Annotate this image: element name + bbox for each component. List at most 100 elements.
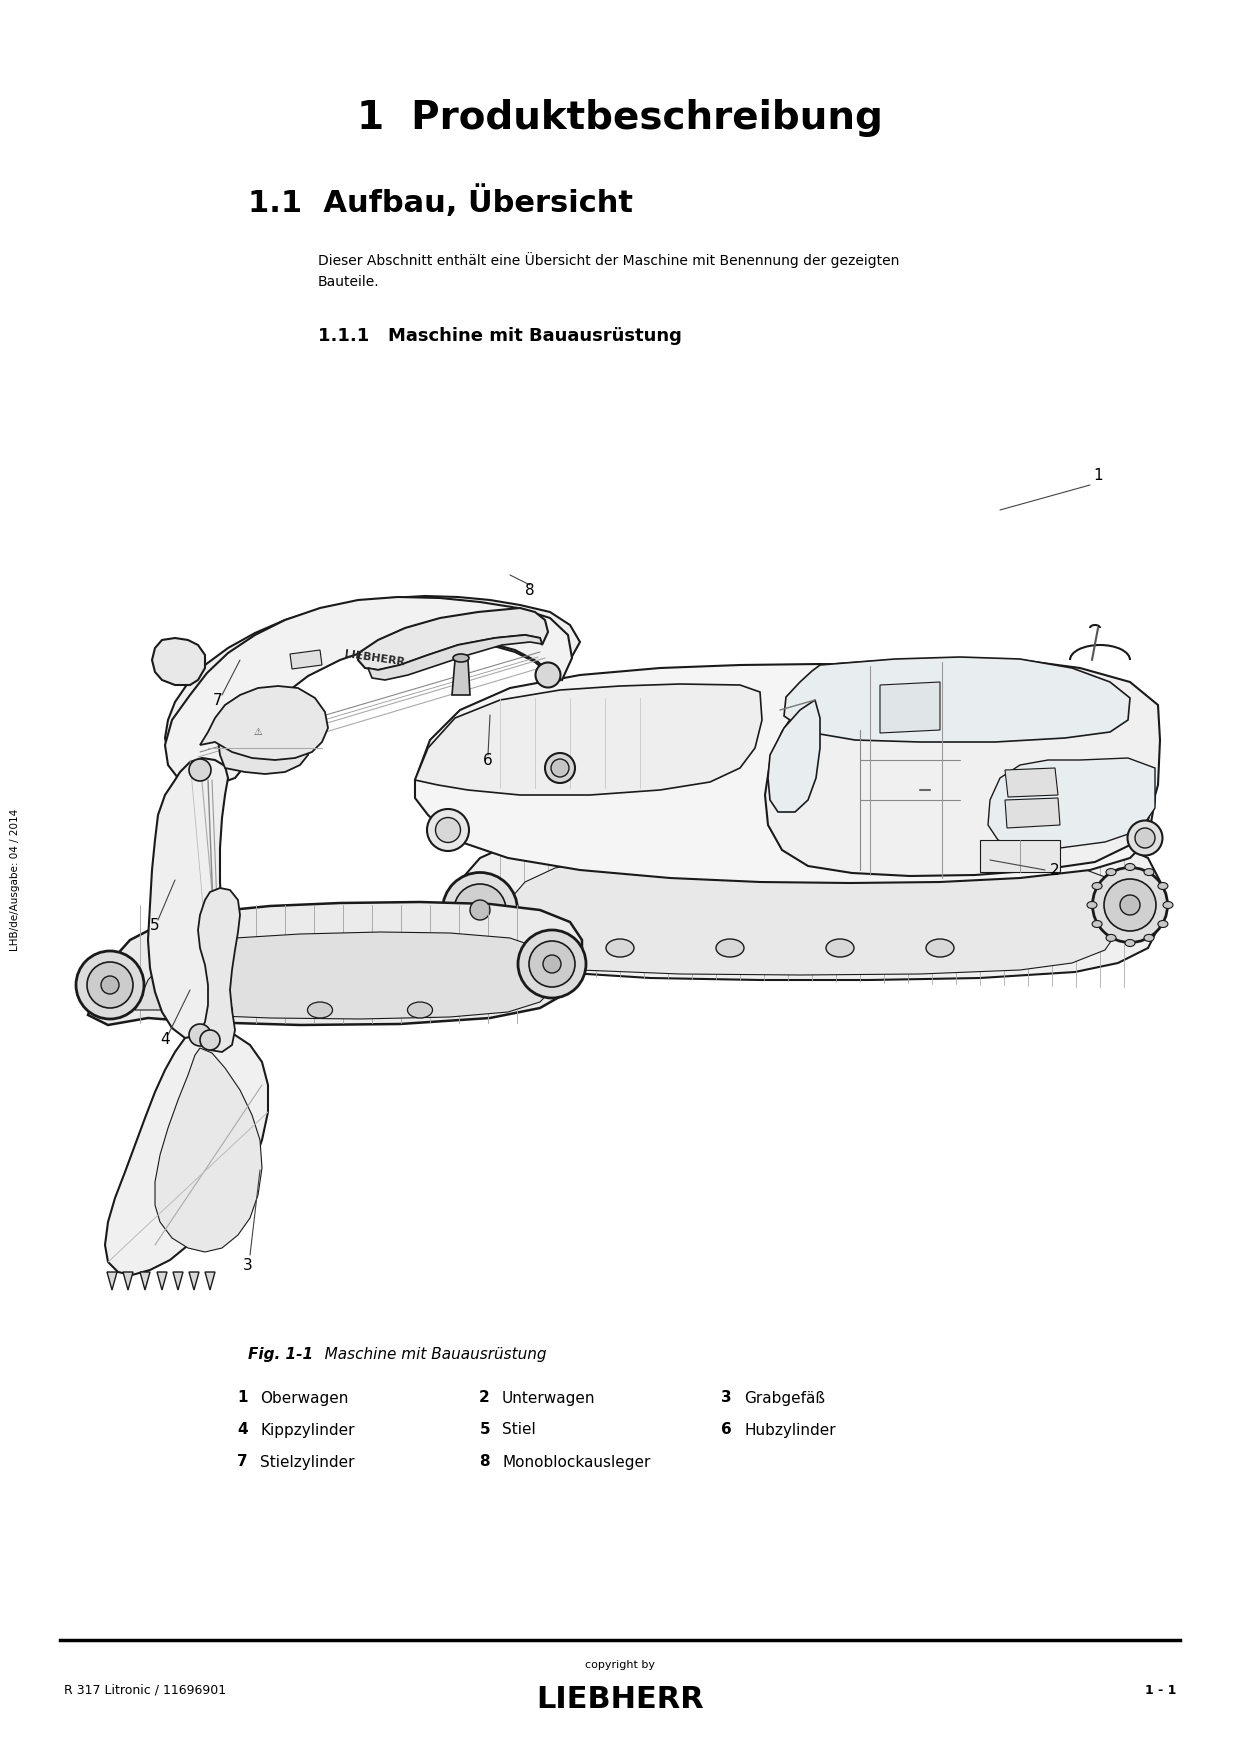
Ellipse shape	[826, 939, 854, 956]
Ellipse shape	[1106, 869, 1116, 876]
Polygon shape	[1004, 769, 1058, 797]
Polygon shape	[123, 1272, 133, 1290]
Polygon shape	[157, 1272, 167, 1290]
Ellipse shape	[1158, 883, 1168, 890]
Text: LIEBHERR: LIEBHERR	[345, 649, 405, 667]
Polygon shape	[980, 841, 1060, 872]
Text: 8: 8	[526, 583, 534, 597]
Ellipse shape	[1087, 902, 1097, 909]
Ellipse shape	[1092, 867, 1168, 942]
Polygon shape	[490, 851, 1120, 976]
Polygon shape	[165, 597, 572, 784]
Ellipse shape	[1163, 902, 1173, 909]
Ellipse shape	[76, 951, 144, 1020]
Text: 1  Produktbeschreibung: 1 Produktbeschreibung	[357, 98, 883, 137]
Polygon shape	[107, 1272, 117, 1290]
Ellipse shape	[551, 758, 569, 777]
Polygon shape	[765, 658, 1159, 876]
Text: Unterwagen: Unterwagen	[502, 1390, 595, 1406]
Polygon shape	[198, 888, 241, 1051]
Ellipse shape	[715, 939, 744, 956]
Polygon shape	[415, 663, 1154, 883]
Polygon shape	[205, 1272, 215, 1290]
Ellipse shape	[207, 1002, 233, 1018]
Text: 1: 1	[238, 1390, 248, 1406]
Text: Maschine mit Bauausrüstung: Maschine mit Bauausrüstung	[310, 1348, 547, 1362]
Text: 4: 4	[237, 1423, 248, 1437]
Text: 2: 2	[479, 1390, 490, 1406]
Ellipse shape	[408, 1002, 433, 1018]
Polygon shape	[768, 700, 820, 813]
Polygon shape	[453, 660, 470, 695]
Text: 3: 3	[722, 1390, 732, 1406]
Text: Hubzylinder: Hubzylinder	[744, 1423, 836, 1437]
Ellipse shape	[87, 962, 133, 1007]
Text: Dieser Abschnitt enthält eine Übersicht der Maschine mit Benennung der gezeigten: Dieser Abschnitt enthält eine Übersicht …	[317, 253, 899, 288]
Ellipse shape	[1145, 934, 1154, 941]
Text: 3: 3	[243, 1258, 253, 1272]
Text: 1.1  Aufbau, Übersicht: 1.1 Aufbau, Übersicht	[248, 186, 632, 218]
Text: copyright by: copyright by	[585, 1660, 655, 1671]
Polygon shape	[140, 1272, 150, 1290]
Text: Stiel: Stiel	[502, 1423, 536, 1437]
Text: 7: 7	[237, 1455, 248, 1469]
Polygon shape	[105, 1032, 268, 1274]
Polygon shape	[174, 1272, 184, 1290]
Ellipse shape	[1092, 883, 1102, 890]
Polygon shape	[188, 1272, 198, 1290]
Polygon shape	[435, 823, 1162, 979]
Text: 4: 4	[160, 1032, 170, 1048]
Polygon shape	[155, 1048, 262, 1251]
Text: LIEBHERR: LIEBHERR	[536, 1685, 704, 1715]
Ellipse shape	[200, 1030, 219, 1049]
Polygon shape	[358, 607, 548, 670]
Text: 1 - 1: 1 - 1	[1145, 1683, 1176, 1697]
Text: Kippzylinder: Kippzylinder	[260, 1423, 355, 1437]
Ellipse shape	[1125, 939, 1135, 946]
Ellipse shape	[435, 818, 460, 842]
Ellipse shape	[100, 976, 119, 993]
Ellipse shape	[1106, 934, 1116, 941]
Ellipse shape	[443, 872, 517, 948]
Ellipse shape	[1158, 921, 1168, 927]
Text: Stielzylinder: Stielzylinder	[260, 1455, 355, 1469]
Ellipse shape	[606, 939, 634, 956]
Ellipse shape	[518, 930, 587, 999]
Polygon shape	[200, 686, 329, 760]
Polygon shape	[368, 635, 542, 679]
Text: LHB/de/Ausgabe: 04 / 2014: LHB/de/Ausgabe: 04 / 2014	[10, 809, 20, 951]
Text: 6: 6	[722, 1423, 732, 1437]
Text: 1.1.1   Maschine mit Bauausrüstung: 1.1.1 Maschine mit Bauausrüstung	[317, 326, 682, 346]
Text: 6: 6	[484, 753, 492, 767]
Ellipse shape	[470, 900, 490, 920]
Polygon shape	[880, 683, 940, 734]
Ellipse shape	[1125, 863, 1135, 870]
Text: ⚠: ⚠	[254, 727, 263, 737]
Ellipse shape	[536, 662, 560, 688]
Text: Monoblockausleger: Monoblockausleger	[502, 1455, 650, 1469]
Polygon shape	[784, 656, 1130, 742]
Text: Grabgefäß: Grabgefäß	[744, 1390, 825, 1406]
Ellipse shape	[543, 955, 560, 972]
Text: 2: 2	[1050, 862, 1060, 878]
Text: 1: 1	[1094, 467, 1102, 483]
Text: R 317 Litronic / 11696901: R 317 Litronic / 11696901	[64, 1683, 226, 1697]
Ellipse shape	[308, 1002, 332, 1018]
Ellipse shape	[1092, 921, 1102, 927]
Polygon shape	[290, 649, 322, 669]
Text: Oberwagen: Oberwagen	[260, 1390, 348, 1406]
Ellipse shape	[1104, 879, 1156, 930]
Polygon shape	[135, 932, 556, 1020]
Text: 5: 5	[150, 918, 160, 932]
Ellipse shape	[1120, 895, 1140, 914]
Ellipse shape	[529, 941, 575, 986]
Ellipse shape	[546, 753, 575, 783]
Text: 5: 5	[480, 1423, 490, 1437]
Text: 7: 7	[213, 693, 223, 707]
Polygon shape	[165, 597, 580, 770]
Polygon shape	[218, 706, 310, 774]
Ellipse shape	[188, 758, 211, 781]
Ellipse shape	[926, 939, 954, 956]
Polygon shape	[148, 758, 229, 1041]
Ellipse shape	[427, 809, 469, 851]
